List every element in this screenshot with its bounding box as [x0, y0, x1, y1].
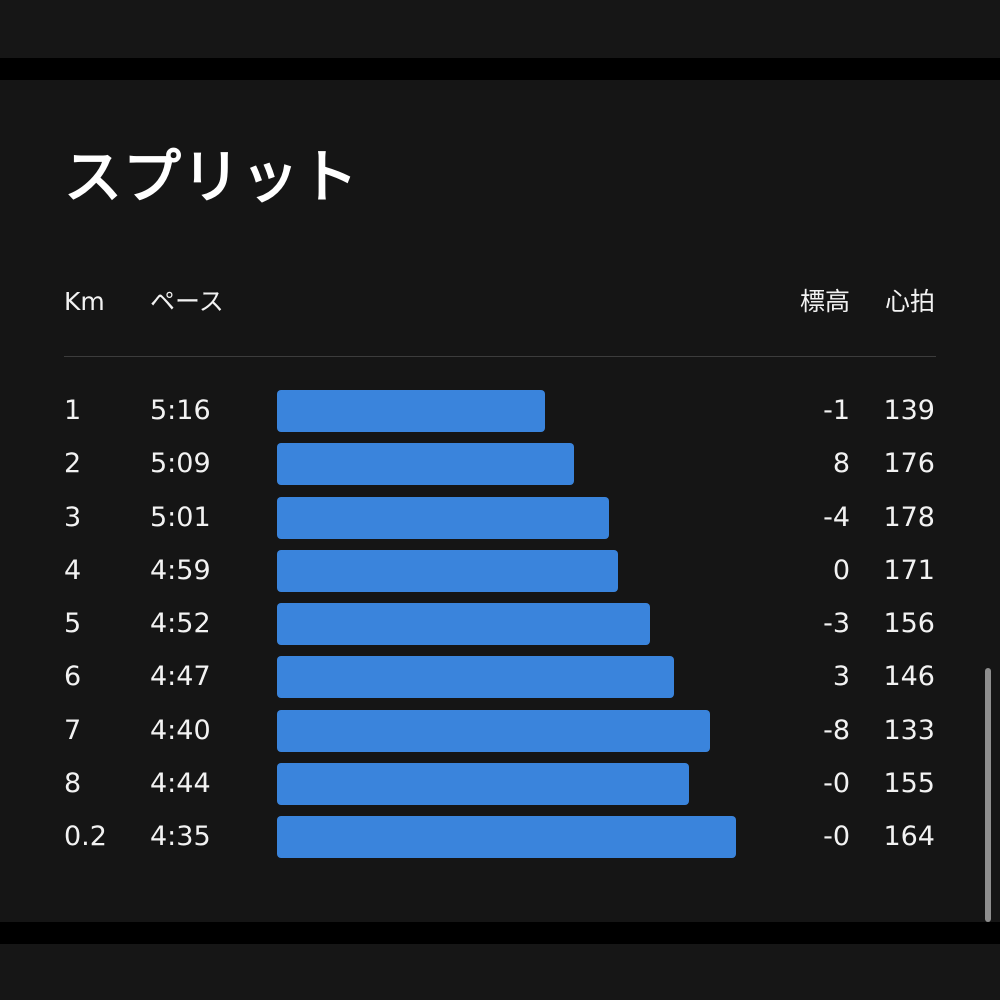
split-heart-rate: 176 [883, 448, 935, 480]
pace-bar [277, 496, 609, 539]
split-elevation: 3 [832, 661, 850, 693]
split-row: 7 4:40 -8 133 [0, 704, 1000, 757]
split-km: 2 [64, 448, 82, 480]
split-heart-rate: 146 [883, 661, 935, 693]
split-row: 5 4:52 -3 156 [0, 597, 1000, 650]
split-pace: 4:35 [150, 821, 211, 853]
split-pace: 5:09 [150, 448, 211, 480]
split-row: 0.2 4:35 -0 164 [0, 810, 1000, 863]
pace-bar-track [277, 549, 797, 592]
pace-bar-track [277, 656, 797, 699]
split-pace: 4:47 [150, 661, 211, 693]
split-elevation: -1 [823, 395, 850, 426]
split-heart-rate: 133 [883, 714, 935, 746]
pace-bar [277, 763, 690, 806]
splits-list: 1 5:16 -1 139 2 5:09 8 176 3 5:01 -4 178 4 4:59 0 171 5 4… [0, 384, 1000, 864]
split-row: 1 5:16 -1 139 [0, 384, 1000, 437]
split-pace: 4:44 [150, 768, 211, 800]
page-title: スプリット [64, 143, 360, 211]
split-km: 3 [64, 501, 82, 533]
scrollbar[interactable] [985, 668, 991, 922]
split-elevation: -0 [823, 821, 850, 853]
split-elevation: -3 [823, 608, 850, 640]
split-row: 6 4:47 3 146 [0, 650, 1000, 703]
pace-bar-track [277, 816, 797, 859]
pace-bar [277, 603, 651, 646]
pace-bar [277, 549, 618, 592]
split-pace: 5:16 [150, 395, 211, 426]
pace-bar-track [277, 603, 797, 646]
pace-bar [277, 656, 675, 699]
split-km: 6 [64, 661, 82, 693]
split-elevation: -8 [823, 714, 850, 746]
column-header-km: Km [64, 287, 105, 316]
split-heart-rate: 155 [883, 768, 935, 800]
top-strip [0, 0, 1000, 58]
pace-bar-track [277, 709, 797, 752]
column-header-heart-rate: 心拍 [884, 287, 935, 316]
split-elevation: -4 [823, 501, 850, 533]
splits-card: スプリット Km ペース 標高 心拍 1 5:16 -1 139 2 5:09 8 176 3 5… [0, 80, 1000, 922]
split-heart-rate: 156 [883, 608, 935, 640]
column-header-pace: ペース [150, 287, 224, 316]
header-divider [64, 356, 936, 357]
split-row: 8 4:44 -0 155 [0, 757, 1000, 810]
bottom-strip [0, 944, 1000, 1000]
split-elevation: 0 [832, 554, 850, 586]
split-pace: 5:01 [150, 501, 211, 533]
split-elevation: 8 [832, 448, 850, 480]
split-row: 4 4:59 0 171 [0, 544, 1000, 597]
split-km: 1 [64, 395, 82, 426]
split-km: 8 [64, 768, 82, 800]
split-km: 5 [64, 608, 82, 640]
pace-bar [277, 390, 546, 432]
split-km: 4 [64, 554, 82, 586]
split-pace: 4:59 [150, 554, 211, 586]
pace-bar [277, 816, 736, 859]
split-row: 3 5:01 -4 178 [0, 491, 1000, 544]
split-elevation: -0 [823, 768, 850, 800]
split-km: 0.2 [64, 821, 107, 853]
pace-bar [277, 709, 710, 752]
split-pace: 4:52 [150, 608, 211, 640]
split-pace: 4:40 [150, 714, 211, 746]
split-row: 2 5:09 8 176 [0, 437, 1000, 490]
split-heart-rate: 139 [883, 395, 935, 426]
pace-bar-track [277, 496, 797, 539]
split-heart-rate: 178 [883, 501, 935, 533]
pace-bar-track [277, 443, 797, 486]
pace-bar [277, 443, 575, 486]
pace-bar-track [277, 390, 797, 432]
column-header-elevation: 標高 [799, 287, 850, 316]
pace-bar-track [277, 763, 797, 806]
split-heart-rate: 164 [883, 821, 935, 853]
split-heart-rate: 171 [883, 554, 935, 586]
split-km: 7 [64, 714, 82, 746]
